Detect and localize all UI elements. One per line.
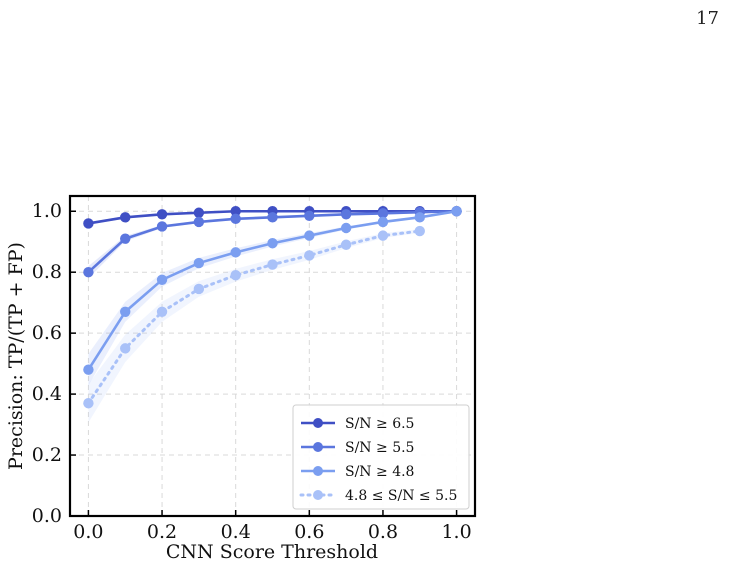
x-tick-label: 1.0 [441,521,471,543]
legend-entry: S/N ≥ 4.8 [301,464,414,480]
series-point [377,230,389,241]
legend-label: S/N ≥ 4.8 [345,464,414,480]
series-point [230,247,241,258]
x-axis-title: CNN Score Threshold [166,541,378,563]
legend-marker [313,466,323,476]
series-point [230,270,241,281]
series-point [267,238,278,249]
x-tick-label: 0.2 [147,521,177,543]
series-point [340,222,352,234]
series-point [83,266,94,278]
series-point [340,209,352,220]
series-point [451,206,462,217]
series-layer [83,206,462,409]
y-tick-label: 0.0 [32,505,62,527]
series-line [86,229,422,405]
legend-entry: S/N ≥ 5.5 [301,440,414,456]
series-point [156,274,168,286]
legend-marker [313,418,323,428]
series-point [156,221,168,232]
series-point [83,398,94,409]
series-point [304,230,315,241]
legend-marker [313,490,323,500]
x-tick-label: 0.8 [368,521,398,543]
legend-entry: S/N ≥ 6.5 [301,416,414,432]
series-band [88,211,457,386]
y-tick-label: 0.2 [32,444,62,466]
series-point [414,225,425,237]
legend: S/N ≥ 6.5 S/N ≥ 5.5 S/N ≥ 4.8 4.8 ≤ S/N ≤ 5… [292,404,470,510]
y-tick-label: 0.4 [32,383,62,405]
legend-label: S/N ≥ 5.5 [345,440,414,456]
series-point [340,239,352,250]
legend-box [292,404,470,510]
series-point [230,206,241,217]
y-axis-title: Precision: TP/(TP + FP) [5,242,27,470]
series-point [120,306,131,318]
series-4 [83,225,425,409]
series-point [377,208,389,219]
series-point [156,209,168,220]
series-band [88,229,420,423]
series-point [193,207,205,218]
series-point [414,212,425,223]
legend-label: 4.8 ≤ S/N ≤ 5.5 [345,488,457,504]
legend-marker [313,442,323,452]
series-point [120,343,131,354]
series-point [193,257,205,269]
ticks: 0.0 0.2 0.4 0.6 0.8 1.0 0.0 0.2 0.4 0.6 0.8 1.0 [32,200,472,543]
y-tick-label: 1.0 [32,200,62,222]
y-tick-label: 0.8 [32,261,62,283]
series-point [156,306,168,318]
series-point [193,283,205,295]
series-point [120,233,131,244]
series-point [304,250,315,261]
series-point [230,213,241,225]
x-tick-label: 0.4 [221,521,251,543]
series-point [83,218,94,229]
y-tick-label: 0.6 [32,322,62,344]
plot-frame [68,194,477,518]
series-point [304,210,315,222]
x-tick-label: 0.0 [73,521,103,543]
series-point [83,364,94,375]
series-point [120,212,131,223]
series-point [267,212,278,223]
series-point [267,259,278,270]
page-number: 17 [696,8,719,29]
x-tick-label: 0.6 [294,521,324,543]
series-point [377,216,389,228]
legend-entry: 4.8 ≤ S/N ≤ 5.5 [299,488,457,504]
series-point [193,216,205,228]
legend-label: S/N ≥ 6.5 [345,416,414,432]
series-3 [83,206,462,375]
